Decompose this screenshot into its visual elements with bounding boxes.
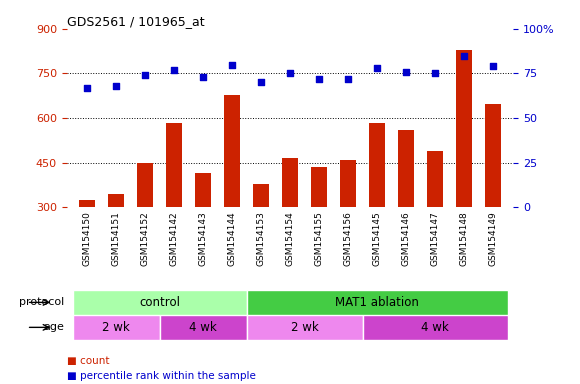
Text: 4 wk: 4 wk [421,321,449,334]
Bar [246,290,508,315]
Bar [253,184,269,296]
Bar [246,315,362,340]
Bar [160,315,246,340]
Bar [398,130,414,296]
Point [111,83,121,89]
Bar [427,151,443,296]
Text: protocol: protocol [19,297,64,308]
Bar [282,158,298,296]
Bar [369,122,385,296]
Text: GSM154145: GSM154145 [372,212,382,266]
Bar [137,163,153,296]
Point [169,67,179,73]
Bar [195,173,211,296]
Text: GSM154152: GSM154152 [140,212,150,266]
Bar [224,95,240,296]
Text: MAT1 ablation: MAT1 ablation [335,296,419,309]
Text: GSM154146: GSM154146 [401,212,411,266]
Point [285,70,295,76]
Text: GSM154149: GSM154149 [488,212,498,266]
Point [198,74,208,80]
Point [488,63,498,70]
Bar [311,167,327,296]
Text: ■ count: ■ count [67,356,109,366]
Text: ■ percentile rank within the sample: ■ percentile rank within the sample [67,371,256,381]
Bar [166,123,182,296]
Point [343,76,353,82]
Point [140,72,150,78]
Text: 2 wk: 2 wk [102,321,130,334]
Text: GSM154153: GSM154153 [256,212,266,266]
Bar [72,290,246,315]
Point [401,69,411,75]
Point [82,84,92,91]
Point [256,79,266,85]
Bar [485,104,501,296]
Bar [456,50,472,296]
Text: GSM154143: GSM154143 [198,212,208,266]
Bar [362,315,508,340]
Point [227,61,237,68]
Text: age: age [43,322,64,333]
Bar [79,200,95,296]
Text: GSM154155: GSM154155 [314,212,324,266]
Text: GSM154144: GSM154144 [227,212,237,266]
Text: GSM154156: GSM154156 [343,212,353,266]
Point [459,53,469,59]
Text: GSM154147: GSM154147 [430,212,440,266]
Point [372,65,382,71]
Text: 2 wk: 2 wk [291,321,318,334]
Text: GSM154151: GSM154151 [111,212,121,266]
Text: control: control [139,296,180,309]
Bar [108,194,124,296]
Point [430,70,440,76]
Text: 4 wk: 4 wk [189,321,217,334]
Text: GDS2561 / 101965_at: GDS2561 / 101965_at [67,15,204,28]
Point [314,76,324,82]
Bar [72,315,160,340]
Text: GSM154142: GSM154142 [169,212,179,266]
Text: GSM154148: GSM154148 [459,212,469,266]
Bar [340,160,356,296]
Text: GSM154150: GSM154150 [82,212,92,266]
Text: GSM154154: GSM154154 [285,212,295,266]
